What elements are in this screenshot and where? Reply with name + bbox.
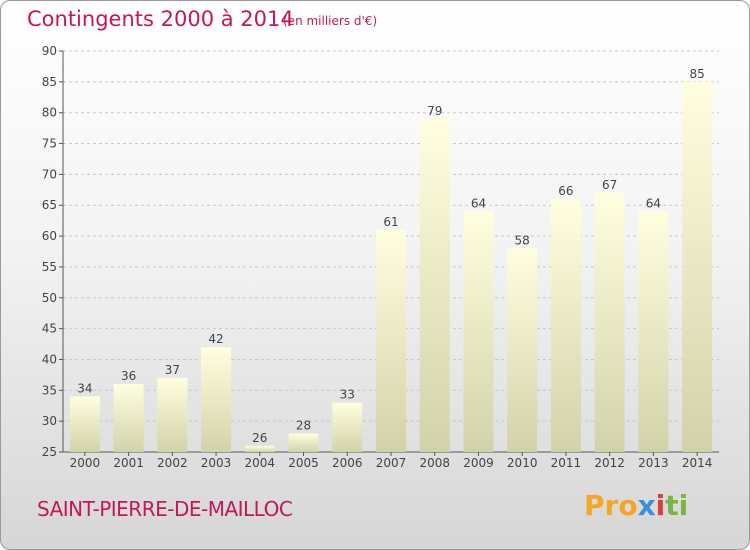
bar-2010 xyxy=(507,248,538,452)
data-label-2005: 28 xyxy=(296,418,311,432)
y-tick-label-50: 50 xyxy=(42,291,57,305)
x-tick-label-2008: 2008 xyxy=(419,456,450,470)
data-label-2014: 85 xyxy=(689,67,704,81)
y-tick-label-25: 25 xyxy=(42,445,57,459)
y-tick-label-65: 65 xyxy=(42,198,57,212)
data-label-2006: 33 xyxy=(340,388,355,402)
x-tick-label-2002: 2002 xyxy=(157,456,188,470)
x-tick-label-2011: 2011 xyxy=(551,456,582,470)
chart-subtitle: (en milliers d'€) xyxy=(283,14,378,28)
x-tick-label-2013: 2013 xyxy=(638,456,669,470)
data-label-2011: 66 xyxy=(558,184,573,198)
bar-2006 xyxy=(332,402,363,452)
axis-layer: 25 30 35 40 45 50 55 60 65 70 75 80 85 90 2000 2001 2002… xyxy=(42,44,719,470)
y-tick-label-55: 55 xyxy=(42,260,57,274)
x-tick-label-2014: 2014 xyxy=(682,456,713,470)
y-tick-label-70: 70 xyxy=(42,167,57,181)
x-tick-label-2007: 2007 xyxy=(376,456,407,470)
data-label-2009: 64 xyxy=(471,196,486,210)
data-label-2013: 64 xyxy=(646,196,661,210)
bar-2008 xyxy=(419,118,450,452)
bar-2007 xyxy=(376,229,406,452)
x-tick-label-2010: 2010 xyxy=(507,456,538,470)
y-tick-label-85: 85 xyxy=(42,75,57,89)
proxiti-logo: Proxiti xyxy=(584,489,689,522)
x-tick-label-2005: 2005 xyxy=(288,456,319,470)
x-tick-label-2012: 2012 xyxy=(594,456,625,470)
bar-layer xyxy=(69,81,713,452)
y-tick-label-75: 75 xyxy=(42,137,57,151)
data-label-2010: 58 xyxy=(515,233,530,247)
x-tick-label-2003: 2003 xyxy=(201,456,232,470)
y-tick-label-90: 90 xyxy=(42,44,57,58)
data-label-2001: 36 xyxy=(121,369,136,383)
bar-2009 xyxy=(463,211,494,452)
x-tick-label-2006: 2006 xyxy=(332,456,363,470)
bar-2012 xyxy=(594,192,625,452)
bar-2005 xyxy=(288,433,319,452)
data-label-2007: 61 xyxy=(383,215,398,229)
bar-2014 xyxy=(682,81,713,452)
y-tick-label-45: 45 xyxy=(42,322,57,336)
chart-title: Contingents 2000 à 2014 xyxy=(27,7,294,31)
bar-2002 xyxy=(157,377,188,452)
x-tick-label-2001: 2001 xyxy=(113,456,144,470)
x-tick-label-2009: 2009 xyxy=(463,456,494,470)
bar-2003 xyxy=(201,347,232,452)
data-label-2002: 37 xyxy=(165,363,180,377)
y-tick-label-30: 30 xyxy=(42,414,57,428)
label-layer: 34 36 37 42 26 28 33 61 79 64 58 66 67 64 85 xyxy=(77,67,705,445)
bar-2000 xyxy=(69,396,100,452)
data-label-2000: 34 xyxy=(77,381,92,395)
data-label-2003: 42 xyxy=(208,332,223,346)
data-label-2004: 26 xyxy=(252,431,267,445)
y-tick-label-80: 80 xyxy=(42,106,57,120)
data-label-2012: 67 xyxy=(602,178,617,192)
y-tick-label-40: 40 xyxy=(42,352,57,366)
bar-2001 xyxy=(113,384,144,452)
x-tick-label-2004: 2004 xyxy=(245,456,276,470)
data-label-2008: 79 xyxy=(427,104,442,118)
commune-name: SAINT-PIERRE-DE-MAILLOC xyxy=(37,497,293,521)
x-tick-label-2000: 2000 xyxy=(70,456,101,470)
bar-2004 xyxy=(244,445,275,452)
y-tick-label-35: 35 xyxy=(42,383,57,397)
y-tick-label-60: 60 xyxy=(42,229,57,243)
bar-2011 xyxy=(550,199,581,452)
bar-2013 xyxy=(638,211,669,452)
